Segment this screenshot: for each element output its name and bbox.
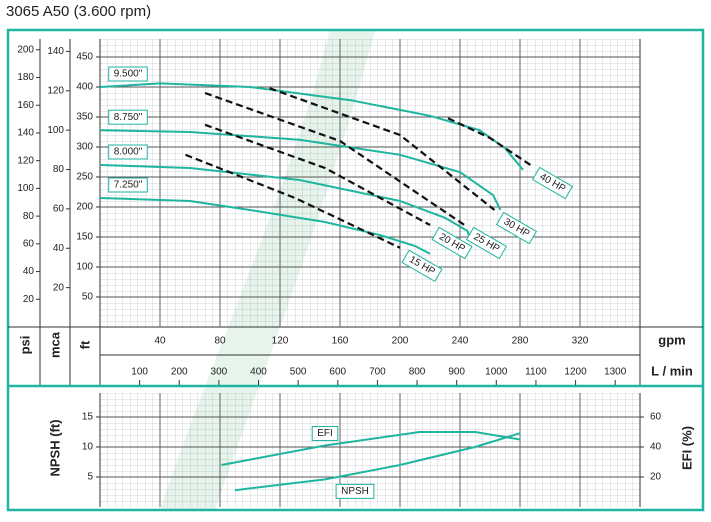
axis-label: mca	[47, 331, 62, 358]
y-tick-label: 450	[76, 52, 93, 63]
label-box	[108, 109, 148, 125]
y-tick-label: 40	[53, 243, 65, 254]
y-tick-label: 300	[76, 142, 93, 153]
x2-tick-label: 700	[369, 367, 386, 378]
y-tick-label: 120	[47, 85, 64, 96]
label-box	[335, 483, 375, 499]
curve-label-text: 8.000"	[114, 147, 143, 158]
x2-tick-label: 500	[290, 367, 307, 378]
y-tick-label: 20	[53, 282, 65, 293]
curve-label-text: NPSH	[341, 486, 369, 497]
y2-tick-label: 40	[650, 442, 662, 453]
y-tick-label: 120	[17, 155, 34, 166]
y-tick-label: 350	[76, 112, 93, 123]
curve	[234, 432, 521, 492]
y-tick-label: 150	[76, 232, 93, 243]
axis-label: gpm	[658, 332, 685, 347]
curve-label: 7.250"	[108, 177, 148, 193]
axis-label: NPSH (ft)	[47, 419, 62, 476]
label-box	[311, 426, 339, 441]
label-box	[401, 249, 443, 282]
x-tick-label: 120	[272, 336, 289, 347]
x2-tick-label: 800	[409, 367, 426, 378]
y-tick-label: 10	[82, 442, 94, 453]
chart-title: 3065 A50 (3.600 rpm)	[6, 3, 151, 20]
label-box	[108, 144, 148, 160]
y-tick-label: 200	[17, 44, 34, 55]
label-box	[531, 166, 574, 200]
axis-label: psi	[17, 336, 32, 355]
x2-tick-label: 100	[131, 367, 148, 378]
x-tick-label: 160	[332, 336, 349, 347]
curve-label: 8.750"	[108, 109, 148, 125]
y-tick-label: 100	[17, 183, 34, 194]
curve-label-text: EFI	[317, 428, 333, 439]
x2-tick-label: 1100	[525, 367, 547, 378]
y2-tick-label: 20	[650, 472, 662, 483]
y-tick-label: 140	[47, 46, 64, 57]
frame	[6, 28, 705, 512]
x2-tick-label: 200	[171, 367, 188, 378]
curve-label: EFI	[311, 426, 339, 441]
curve	[221, 431, 521, 466]
y-tick-label: 40	[23, 266, 35, 277]
curve-label: 8.000"	[108, 144, 148, 160]
x2-tick-label: 1300	[604, 367, 627, 378]
axis-label: EFI (%)	[679, 426, 694, 470]
y-tick-label: 80	[53, 164, 65, 175]
curve	[99, 164, 472, 241]
y-tick-label: 250	[76, 172, 93, 183]
y-tick-label: 20	[23, 294, 35, 305]
power-line	[204, 91, 466, 226]
y-tick-label: 180	[17, 72, 34, 83]
y-tick-label: 140	[17, 128, 34, 139]
power-line	[204, 123, 431, 226]
curve	[99, 197, 431, 255]
label-box	[495, 211, 538, 245]
x-tick-label: 320	[572, 336, 589, 347]
curve-label-text: 7.250"	[114, 180, 143, 191]
x-tick-label: 80	[214, 336, 226, 347]
axis-lines	[8, 39, 703, 507]
curve-label-text: 9.500"	[114, 69, 143, 80]
axis-label: ft	[77, 340, 92, 349]
y-tick-label: 80	[23, 211, 35, 222]
y-tick-label: 60	[23, 238, 35, 249]
label-box	[431, 226, 473, 260]
y-tick-label: 100	[47, 125, 64, 136]
x2-tick-label: 300	[211, 367, 228, 378]
x-tick-label: 40	[154, 336, 166, 347]
power-line	[185, 153, 401, 249]
x-tick-label: 280	[512, 336, 529, 347]
label-box	[465, 226, 508, 260]
y-tick-label: 15	[82, 412, 94, 423]
power-line	[447, 117, 532, 166]
y-tick-label: 5	[87, 472, 93, 483]
label-box	[108, 66, 148, 82]
y2-tick-label: 60	[650, 412, 662, 423]
power-line	[269, 87, 496, 211]
x2-tick-label: 600	[329, 367, 346, 378]
y-tick-label: 200	[76, 202, 93, 213]
curve-label-text: 8.750"	[114, 112, 143, 123]
x2-tick-label: 1200	[564, 367, 587, 378]
curve-label: 9.500"	[108, 66, 148, 82]
x-tick-label: 240	[452, 336, 469, 347]
axis-label: L / min	[651, 363, 693, 378]
y-tick-label: 100	[76, 262, 93, 273]
x2-tick-label: 1000	[485, 367, 508, 378]
curve-label: NPSH	[335, 483, 375, 499]
y-tick-label: 60	[53, 204, 65, 215]
x2-tick-label: 400	[250, 367, 267, 378]
y-tick-label: 400	[76, 82, 93, 93]
y-tick-label: 160	[17, 100, 34, 111]
x-tick-label: 200	[392, 336, 409, 347]
x2-tick-label: 900	[448, 367, 465, 378]
curve	[99, 129, 502, 211]
label-box	[108, 177, 148, 193]
y-tick-label: 50	[82, 292, 94, 303]
